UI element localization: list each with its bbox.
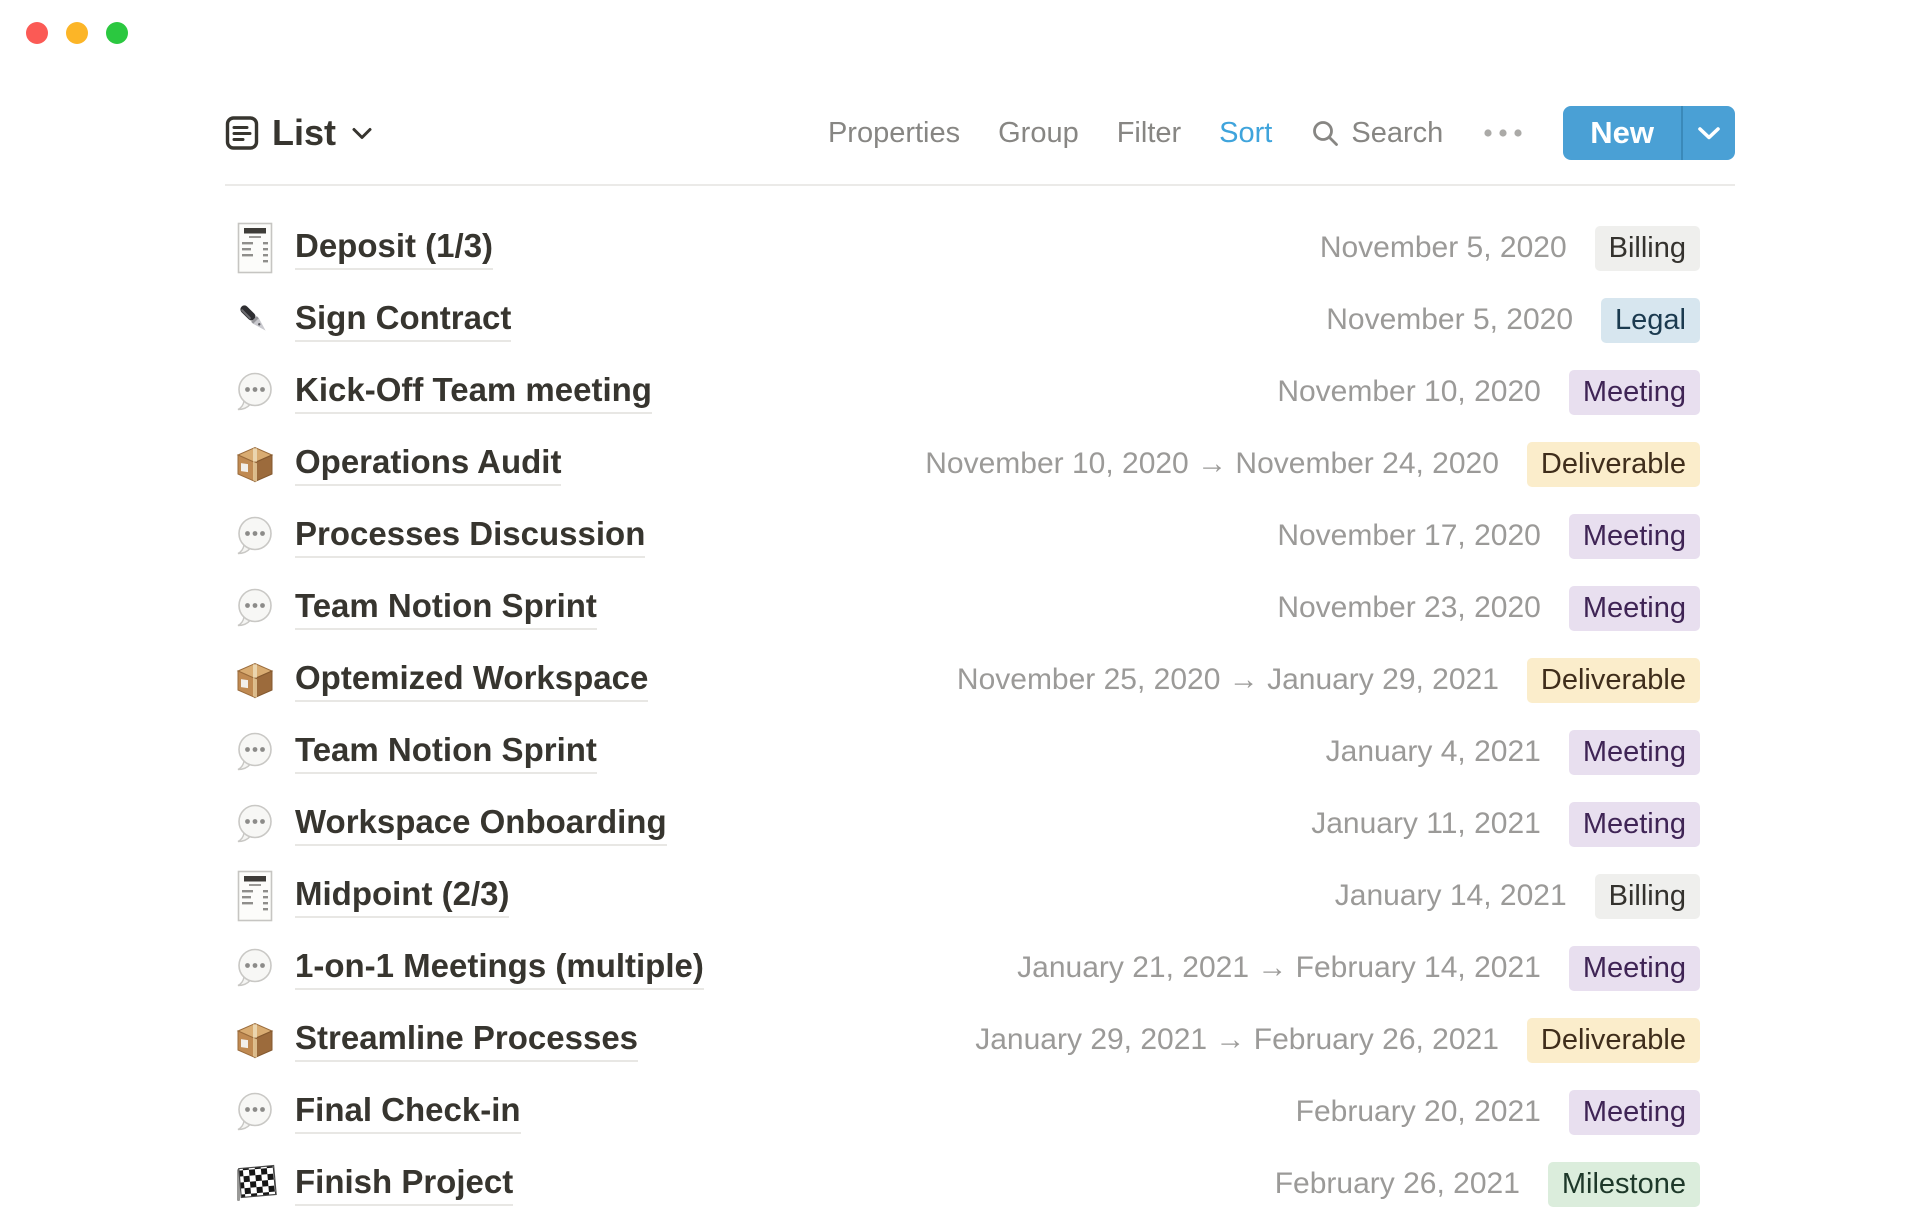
toolbar: Properties Group Filter Sort Search New: [828, 106, 1735, 160]
item-tag: Meeting: [1568, 1089, 1700, 1135]
item-tag: Meeting: [1568, 513, 1700, 559]
item-tag: Meeting: [1568, 585, 1700, 631]
item-date: January 11, 2021: [1311, 807, 1541, 840]
item-title[interactable]: Midpoint (2/3): [295, 875, 510, 918]
new-dropdown-button[interactable]: [1683, 106, 1735, 160]
list-item[interactable]: Operations Audit November 10, 2020 → Nov…: [225, 428, 1735, 500]
list-item[interactable]: Workspace Onboarding January 11, 2021 Me…: [225, 788, 1735, 860]
view-header: List Properties Group Filter Sort Search…: [225, 98, 1735, 168]
item-title[interactable]: Processes Discussion: [295, 515, 646, 558]
list-item[interactable]: Kick-Off Team meeting November 10, 2020 …: [225, 356, 1735, 428]
item-date: January 21, 2021 → February 14, 2021: [1017, 951, 1541, 984]
speech-icon: [231, 364, 279, 420]
item-title[interactable]: Streamline Processes: [295, 1019, 639, 1062]
new-split-button: New: [1563, 106, 1735, 160]
item-title[interactable]: Kick-Off Team meeting: [295, 371, 652, 414]
item-date: November 5, 2020: [1326, 303, 1574, 336]
item-date: November 17, 2020: [1277, 519, 1541, 552]
filter-button[interactable]: Filter: [1116, 116, 1182, 149]
list-item[interactable]: Midpoint (2/3) January 14, 2021 Billing: [225, 860, 1735, 932]
new-button-divider: [1681, 106, 1683, 160]
speech-icon: [231, 508, 279, 564]
item-title[interactable]: Team Notion Sprint: [295, 587, 597, 630]
item-tag: Meeting: [1568, 801, 1700, 847]
view-title: List: [272, 112, 337, 153]
receipt-icon: [231, 868, 279, 924]
chevron-down-icon: [1696, 125, 1722, 141]
item-title[interactable]: Final Check-in: [295, 1091, 521, 1134]
item-date: November 25, 2020 → January 29, 2021: [956, 663, 1499, 696]
item-date: November 23, 2020: [1277, 591, 1541, 624]
minimize-window-button[interactable]: [66, 22, 88, 44]
list-item[interactable]: Finish Project February 26, 2021 Milesto…: [225, 1148, 1735, 1220]
list-item[interactable]: Deposit (1/3) November 5, 2020 Billing: [225, 212, 1735, 284]
item-title[interactable]: Sign Contract: [295, 299, 512, 342]
speech-icon: [231, 724, 279, 780]
speech-icon: [231, 796, 279, 852]
zoom-window-button[interactable]: [106, 22, 128, 44]
list-item[interactable]: 1-on-1 Meetings (multiple) January 21, 2…: [225, 932, 1735, 1004]
item-tag: Meeting: [1568, 729, 1700, 775]
sort-button[interactable]: Sort: [1219, 116, 1273, 149]
item-tag: Meeting: [1568, 369, 1700, 415]
item-tag: Deliverable: [1526, 657, 1700, 703]
receipt-icon: [231, 220, 279, 276]
search-label: Search: [1351, 116, 1444, 149]
package-icon: [231, 1012, 279, 1068]
item-tag: Meeting: [1568, 945, 1700, 991]
speech-icon: [231, 580, 279, 636]
item-date: November 5, 2020: [1319, 231, 1567, 264]
item-date: November 10, 2020 → November 24, 2020: [925, 447, 1499, 480]
close-window-button[interactable]: [26, 22, 48, 44]
item-tag: Deliverable: [1526, 1017, 1700, 1063]
properties-button[interactable]: Properties: [827, 116, 961, 149]
list-item[interactable]: Sign Contract November 5, 2020 Legal: [225, 284, 1735, 356]
item-date: January 4, 2021: [1325, 735, 1541, 768]
list-rows: Deposit (1/3) November 5, 2020 Billing S…: [225, 186, 1735, 1220]
item-date: February 26, 2021: [1274, 1167, 1520, 1200]
chevron-down-icon: [350, 126, 374, 141]
item-title[interactable]: Optemized Workspace: [295, 659, 649, 702]
flag-icon: [231, 1156, 279, 1212]
item-title[interactable]: Team Notion Sprint: [295, 731, 597, 774]
item-date: November 10, 2020: [1277, 375, 1541, 408]
item-tag: Milestone: [1547, 1161, 1700, 1207]
item-date: January 14, 2021: [1334, 879, 1567, 912]
search-button[interactable]: Search: [1310, 117, 1443, 150]
list-item[interactable]: Streamline Processes January 29, 2021 → …: [225, 1004, 1735, 1076]
header-divider: [225, 184, 1735, 186]
list-item[interactable]: Team Notion Sprint November 23, 2020 Mee…: [225, 572, 1735, 644]
list-item[interactable]: Optemized Workspace November 25, 2020 → …: [225, 644, 1735, 716]
item-tag: Billing: [1594, 873, 1700, 919]
item-date: February 20, 2021: [1295, 1095, 1541, 1128]
package-icon: [231, 436, 279, 492]
item-tag: Legal: [1601, 297, 1700, 343]
group-button[interactable]: Group: [998, 116, 1079, 149]
item-title[interactable]: 1-on-1 Meetings (multiple): [295, 947, 704, 990]
search-icon: [1310, 118, 1340, 148]
view-switcher-button[interactable]: List: [225, 112, 374, 154]
item-date: January 29, 2021 → February 26, 2021: [975, 1023, 1499, 1056]
item-title[interactable]: Deposit (1/3): [295, 227, 494, 270]
window-controls: [26, 22, 128, 44]
item-title[interactable]: Finish Project: [295, 1163, 514, 1206]
item-title[interactable]: Workspace Onboarding: [295, 803, 667, 846]
ellipsis-icon: [1481, 127, 1525, 139]
page-content: List Properties Group Filter Sort Search…: [225, 0, 1735, 1220]
list-item[interactable]: Processes Discussion November 17, 2020 M…: [225, 500, 1735, 572]
package-icon: [231, 652, 279, 708]
more-options-button[interactable]: [1481, 127, 1525, 139]
pen-icon: [231, 292, 279, 348]
list-view-icon: [225, 115, 259, 151]
list-item[interactable]: Final Check-in February 20, 2021 Meeting: [225, 1076, 1735, 1148]
list-item[interactable]: Team Notion Sprint January 4, 2021 Meeti…: [225, 716, 1735, 788]
item-tag: Deliverable: [1526, 441, 1700, 487]
speech-icon: [231, 1084, 279, 1140]
item-tag: Billing: [1594, 225, 1700, 271]
new-button[interactable]: New: [1590, 115, 1654, 150]
item-title[interactable]: Operations Audit: [295, 443, 562, 486]
speech-icon: [231, 940, 279, 996]
